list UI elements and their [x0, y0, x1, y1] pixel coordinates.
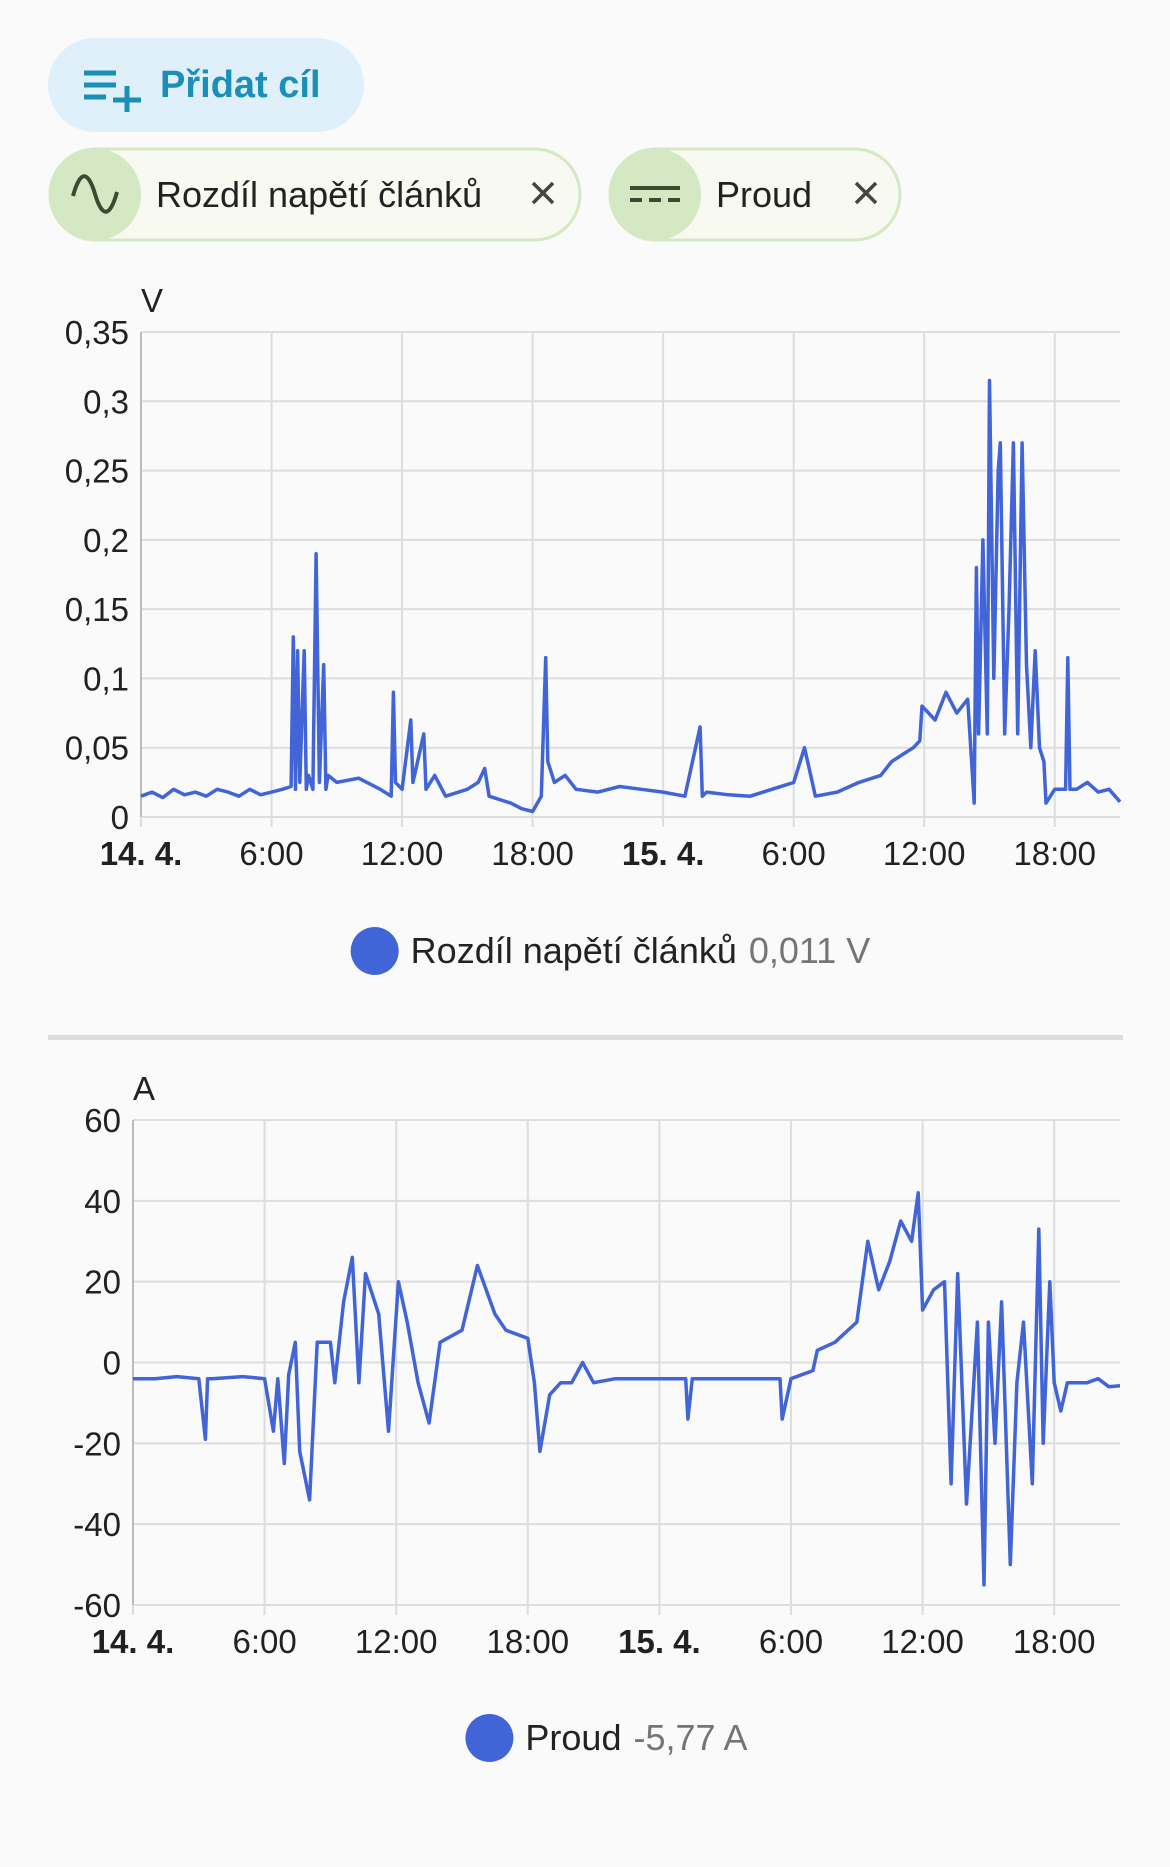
button-label: Přidat cíl	[160, 64, 321, 106]
y-tick-label: -40	[73, 1506, 121, 1543]
x-tick-label: 6:00	[762, 835, 826, 872]
legend-label: Proud	[525, 1717, 621, 1758]
x-tick-label: 18:00	[491, 835, 574, 872]
legend-value: 0,011 V	[749, 930, 870, 971]
close-icon[interactable]	[854, 181, 878, 205]
chip-label: Rozdíl napětí článků	[156, 174, 482, 215]
legend-value: -5,77 A	[633, 1717, 747, 1758]
close-icon[interactable]	[531, 181, 555, 205]
x-tick-label: 6:00	[232, 1623, 296, 1660]
y-tick-label: 40	[84, 1183, 121, 1220]
y-axis-label: A	[133, 1070, 155, 1107]
x-tick-label: 15. 4.	[618, 1623, 701, 1660]
y-tick-label: 0,3	[83, 383, 129, 420]
x-tick-label: 6:00	[759, 1623, 823, 1660]
y-tick-label: 0,05	[65, 730, 129, 767]
y-tick-label: 0,35	[65, 314, 129, 351]
x-tick-label: 12:00	[361, 835, 444, 872]
x-tick-label: 12:00	[881, 1623, 964, 1660]
y-tick-label: 0	[111, 799, 129, 836]
x-tick-label: 14. 4.	[92, 1623, 175, 1660]
add-target-button[interactable]: Přidat cíl	[48, 38, 364, 132]
divider	[48, 1035, 1123, 1040]
y-tick-label: 0,15	[65, 591, 129, 628]
y-axis-label: V	[141, 282, 163, 319]
data-line	[140, 378, 1122, 814]
chip[interactable]: Proud	[608, 147, 902, 242]
legend: Rozdíl napětí článků 0,011 V	[350, 927, 870, 975]
legend-swatch	[350, 927, 399, 975]
chip[interactable]: Rozdíl napětí článků	[48, 147, 582, 242]
x-tick-label: 12:00	[883, 835, 966, 872]
x-tick-label: 6:00	[239, 835, 303, 872]
x-tick-label: 12:00	[355, 1623, 438, 1660]
data-line	[133, 1191, 1121, 1587]
x-tick-label: 14. 4.	[100, 835, 183, 872]
y-tick-label: 0,1	[83, 660, 129, 697]
legend-swatch	[465, 1714, 514, 1762]
chip-label: Proud	[716, 174, 812, 215]
y-tick-label: 20	[84, 1264, 121, 1301]
icon	[84, 70, 141, 112]
legend: Proud -5,77 A	[465, 1714, 748, 1762]
x-tick-label: 18:00	[1013, 835, 1096, 872]
y-tick-label: 0	[103, 1345, 121, 1382]
y-tick-label: 60	[84, 1102, 121, 1139]
x-tick-label: 18:00	[487, 1623, 570, 1660]
x-tick-label: 15. 4.	[622, 835, 705, 872]
y-tick-label: -60	[73, 1587, 121, 1624]
x-tick-label: 18:00	[1013, 1623, 1096, 1660]
y-tick-label: 0,25	[65, 453, 129, 490]
y-tick-label: -20	[73, 1425, 121, 1462]
y-tick-label: 0,2	[83, 522, 129, 559]
legend-label: Rozdíl napětí článků	[411, 930, 737, 971]
